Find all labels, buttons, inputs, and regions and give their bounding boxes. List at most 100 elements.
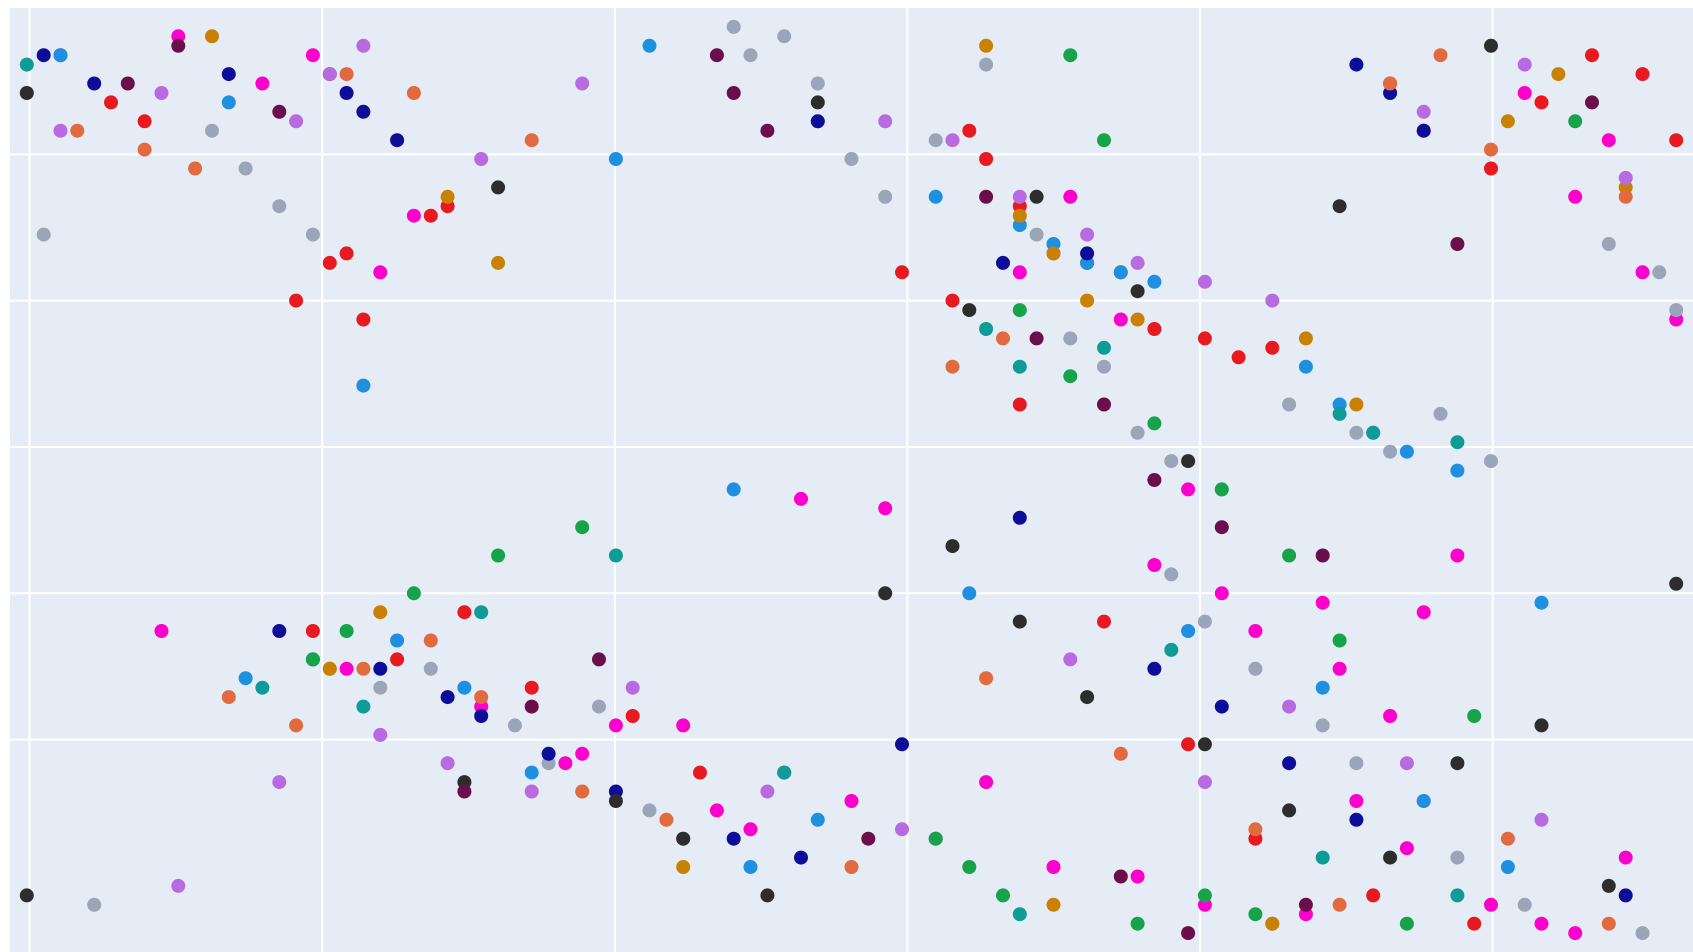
scatter-point — [205, 29, 219, 44]
scatter-point — [1601, 133, 1616, 148]
scatter-point — [1534, 916, 1549, 931]
scatter-point — [1534, 95, 1549, 110]
scatter-point — [844, 152, 859, 166]
scatter-point — [339, 67, 354, 82]
scatter-point — [1332, 633, 1347, 648]
scatter-point — [1164, 454, 1179, 469]
scatter-point — [1265, 916, 1280, 931]
scatter-point — [1669, 303, 1684, 318]
scatter-point — [255, 680, 270, 695]
scatter-point — [255, 76, 270, 91]
scatter-point — [1130, 869, 1145, 884]
scatter-point — [1433, 48, 1448, 63]
scatter-point — [1265, 293, 1280, 308]
scatter-point — [1265, 340, 1280, 355]
scatter-point — [996, 888, 1010, 903]
scatter-point — [962, 586, 977, 601]
scatter-point — [1315, 680, 1330, 695]
scatter-point — [188, 161, 203, 176]
scatter-point — [1012, 359, 1027, 374]
scatter-point — [1012, 208, 1027, 223]
scatter-point — [423, 633, 438, 648]
scatter-point — [356, 312, 371, 327]
scatter-point — [1635, 926, 1650, 941]
scatter-point — [1147, 274, 1162, 289]
scatter-point — [19, 888, 34, 903]
scatter-point — [1147, 416, 1162, 431]
scatter-point — [221, 690, 236, 705]
scatter-point — [390, 133, 405, 148]
scatter-point — [1652, 265, 1667, 280]
scatter-point — [1063, 48, 1078, 63]
scatter-point — [53, 48, 68, 63]
scatter-point — [1012, 397, 1027, 412]
scatter-point — [1012, 189, 1027, 204]
scatter-point — [1450, 888, 1465, 903]
scatter-point — [1315, 850, 1330, 865]
scatter-point — [1416, 104, 1431, 119]
scatter-point — [996, 331, 1010, 346]
scatter-point — [373, 661, 388, 676]
scatter-point — [878, 586, 893, 601]
scatter-point — [87, 897, 102, 912]
scatter-point — [1383, 709, 1398, 723]
scatter-point — [339, 661, 354, 676]
scatter-point — [1147, 558, 1162, 572]
scatter-point — [373, 265, 388, 280]
scatter-point — [777, 765, 792, 780]
scatter-point — [53, 123, 68, 138]
scatter-point — [575, 784, 590, 799]
scatter-point — [1147, 661, 1162, 676]
scatter-point — [1450, 548, 1465, 563]
scatter-point — [1433, 406, 1448, 421]
scatter-point — [928, 133, 943, 148]
scatter-point — [440, 756, 455, 771]
scatter-point — [272, 624, 287, 638]
scatter-point — [1097, 614, 1111, 629]
scatter-point — [642, 803, 657, 818]
scatter-point — [1517, 86, 1532, 100]
scatter-point — [1197, 614, 1212, 629]
scatter-point — [1046, 860, 1061, 874]
scatter-point — [1349, 397, 1364, 412]
scatter-point — [1500, 831, 1515, 846]
scatter-point — [104, 95, 118, 110]
scatter-point — [457, 784, 472, 799]
scatter-point — [979, 57, 994, 72]
scatter-point — [524, 699, 539, 714]
scatter-point — [558, 756, 573, 771]
scatter-point — [1315, 718, 1330, 733]
scatter-point — [1416, 794, 1431, 808]
scatter-point — [1231, 350, 1246, 365]
scatter-point — [406, 586, 421, 601]
scatter-point — [1332, 661, 1347, 676]
scatter-point — [390, 633, 405, 648]
scatter-point — [305, 227, 320, 242]
scatter-point — [996, 255, 1010, 270]
scatter-point — [524, 765, 539, 780]
scatter-point — [1181, 737, 1196, 752]
scatter-point — [390, 652, 405, 667]
scatter-point — [1467, 916, 1482, 931]
scatter-point — [1349, 794, 1364, 808]
scatter-point — [524, 133, 539, 148]
scatter-point — [1113, 746, 1128, 761]
scatter-point — [878, 501, 893, 516]
scatter-point — [979, 189, 994, 204]
scatter-point — [1298, 359, 1313, 374]
scatter-point — [676, 860, 691, 874]
scatter-point — [979, 671, 994, 686]
scatter-point — [895, 265, 909, 280]
scatter-point — [1181, 926, 1196, 941]
scatter-point — [1635, 67, 1650, 82]
scatter-point — [1534, 718, 1549, 733]
scatter-point — [1349, 425, 1364, 440]
scatter-point — [1097, 133, 1111, 148]
scatter-point — [945, 293, 960, 308]
scatter-point — [1618, 170, 1633, 185]
scatter-point — [1113, 265, 1128, 280]
scatter-point — [1029, 189, 1044, 204]
scatter-point — [1181, 624, 1196, 638]
